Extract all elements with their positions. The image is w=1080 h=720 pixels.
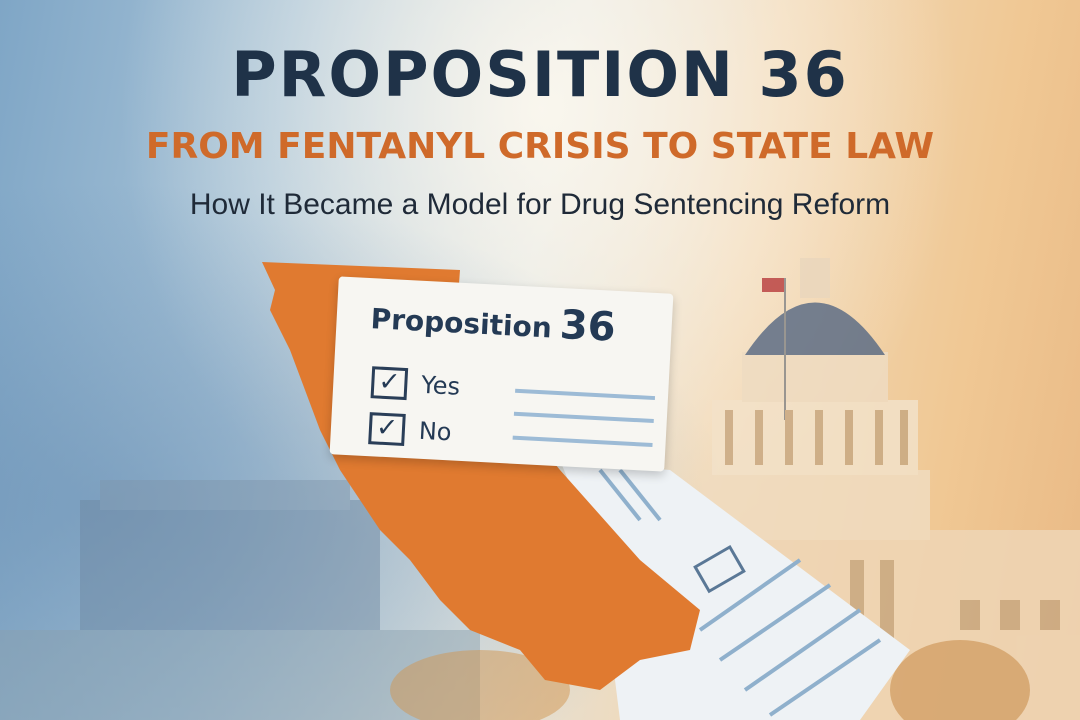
tree [890,640,1030,720]
checkbox-checked-icon: ✓ [370,366,409,401]
ballot-line [512,435,653,447]
ballot-heading-text: Proposition [369,302,553,345]
page-title: PROPOSITION 36 [231,38,849,111]
ballot-number: 36 [558,302,617,351]
option-no: ✓ No [368,412,452,448]
tagline: How It Became a Model for Drug Sentencin… [189,188,891,221]
option-label: Yes [420,370,461,401]
subtitle: FROM FENTANYL CRISIS TO STATE LAW [145,126,935,167]
ballot-line [515,388,656,401]
tree [390,650,570,720]
option-label: No [418,416,453,447]
ballot-heading: Proposition 36 [370,292,617,351]
ballot-card: Proposition 36 ✓ Yes ✓ No [329,276,674,472]
checkbox-checked-icon: ✓ [368,412,406,447]
ballot-line [513,411,654,424]
option-yes: ✓ Yes [370,366,461,403]
